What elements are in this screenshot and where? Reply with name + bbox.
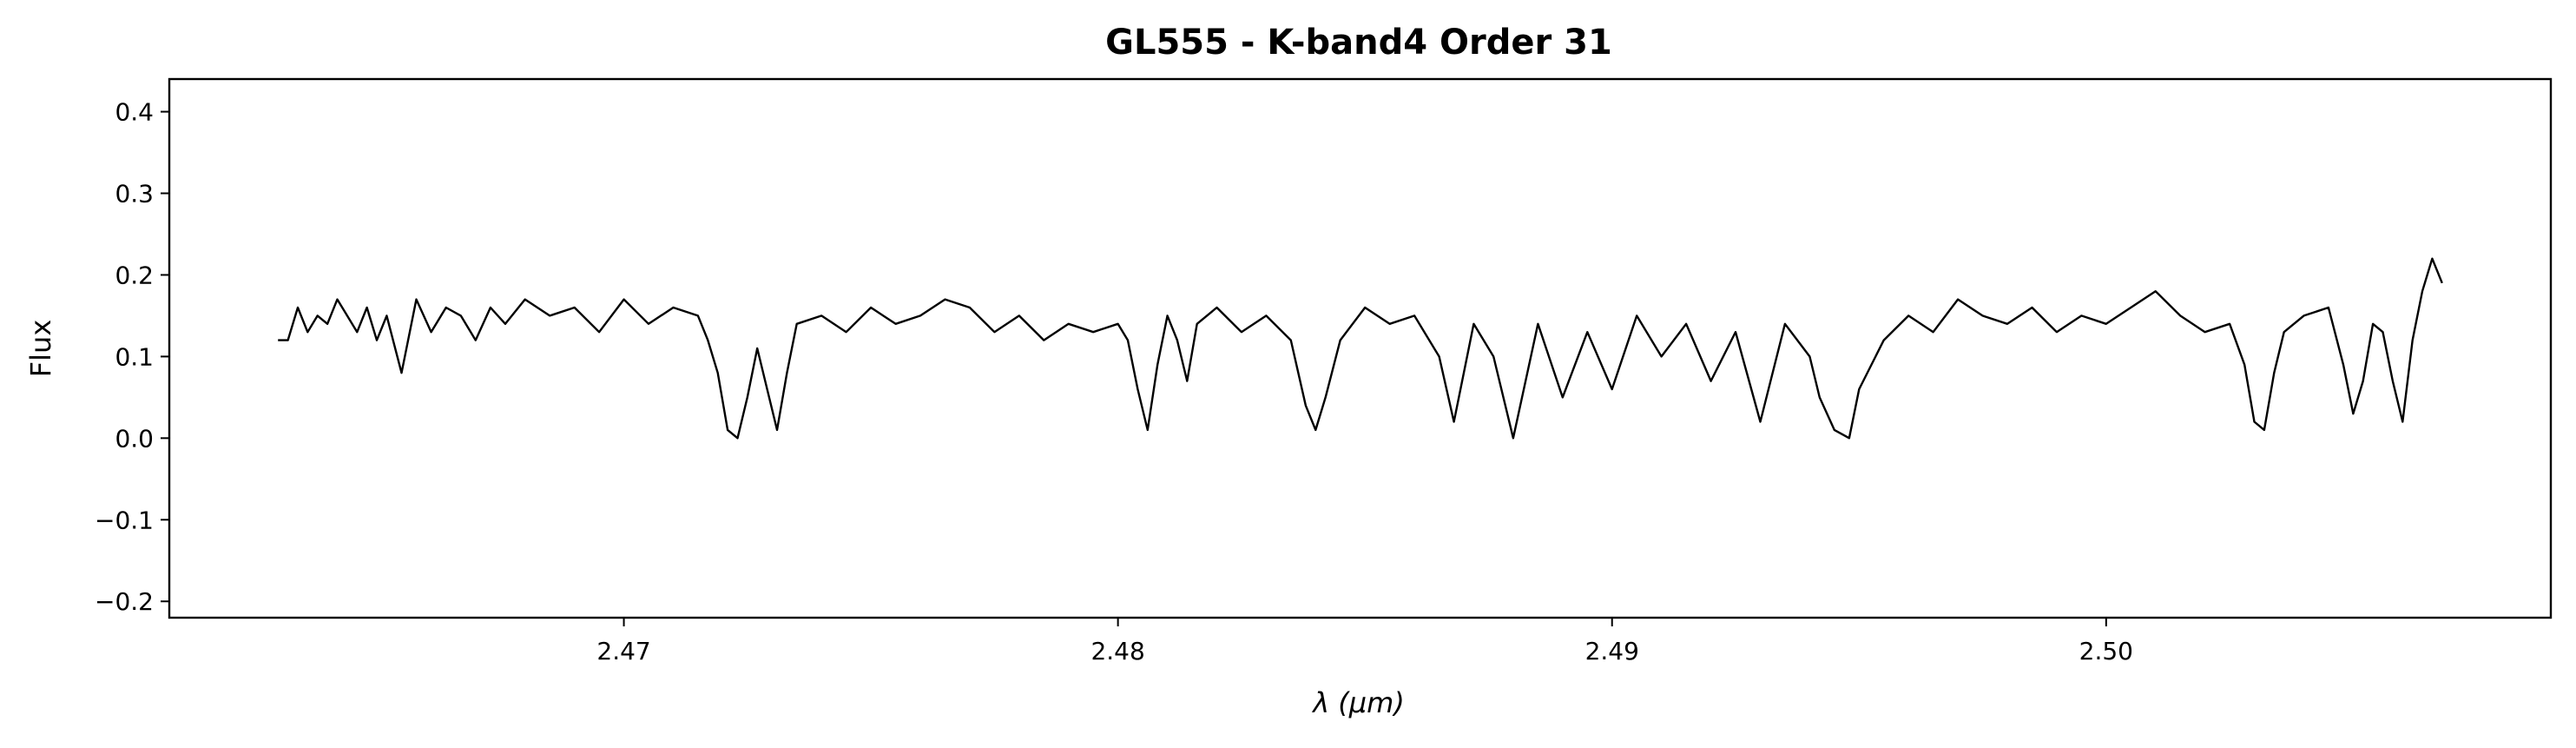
x-axis: 2.47 2.48 2.49 2.50	[596, 618, 2133, 665]
plot-frame	[168, 77, 2553, 619]
y-tick-label: 0.4	[115, 98, 154, 127]
chart-title: GL555 - K-band4 Order 31	[1105, 23, 1612, 63]
x-tick-label: 2.47	[596, 637, 650, 665]
spectrum-line	[278, 257, 2443, 440]
y-axis: −0.2 −0.1 0.0 0.1 0.2 0.3 0.4	[95, 98, 169, 616]
y-tick-label: 0.0	[115, 424, 154, 453]
y-tick-label: 0.3	[115, 180, 154, 209]
x-axis-label: λ (μm)	[1311, 686, 1405, 719]
x-tick-label: 2.48	[1090, 637, 1144, 665]
y-tick-label: −0.2	[95, 587, 154, 616]
x-tick-label: 2.49	[1585, 637, 1639, 665]
y-tick-label: 0.2	[115, 261, 154, 289]
y-tick-label: 0.1	[115, 342, 154, 371]
y-axis-label: Flux	[24, 320, 57, 378]
x-tick-label: 2.50	[2079, 637, 2133, 665]
y-tick-label: −0.1	[95, 506, 154, 534]
